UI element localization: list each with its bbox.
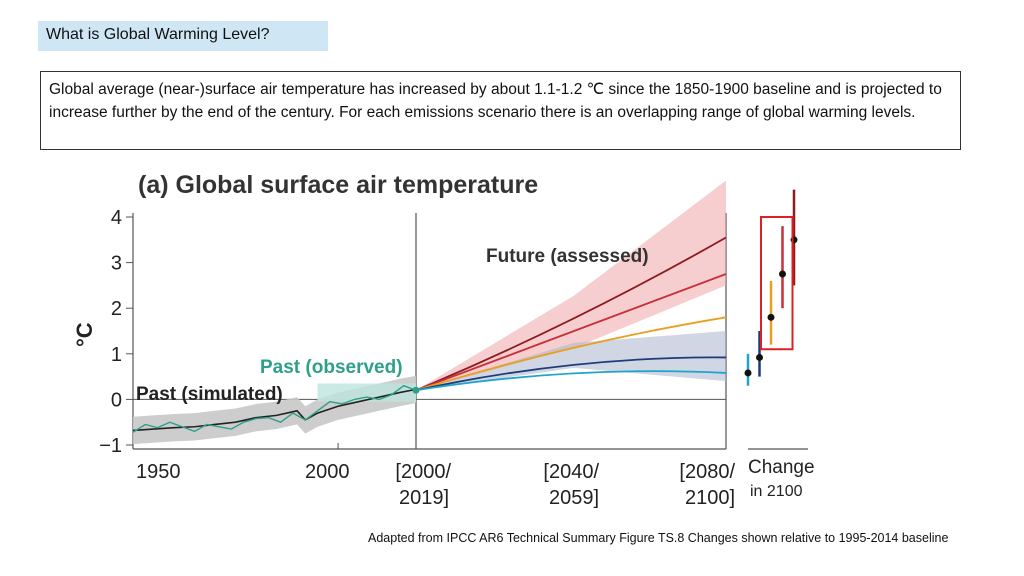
- y-tick-label: 0: [111, 389, 122, 411]
- x-label-period-1: [2000/ 2019]: [395, 461, 456, 509]
- change-2100-bars: [744, 189, 798, 386]
- baseline-point: [412, 386, 420, 394]
- x-label-period-3-a: [2080/: [679, 461, 735, 483]
- y-tick-label: 4: [111, 207, 122, 229]
- change-median-point: [744, 369, 752, 377]
- x-label-2000: 2000: [305, 461, 350, 483]
- change-median-point: [779, 270, 786, 278]
- x-label-1950: 1950: [136, 461, 181, 483]
- y-tick-label: 2: [111, 298, 122, 320]
- x-label-period-1-a: [2000/: [395, 461, 451, 483]
- x-label-change-b: in 2100: [750, 483, 803, 500]
- x-label-period-2-b: 2059]: [549, 487, 599, 509]
- source-caption: Adapted from IPCC AR6 Technical Summary …: [368, 531, 949, 545]
- y-tick-label: 1: [111, 344, 122, 366]
- y-tick-label: 3: [111, 253, 122, 275]
- scenario-line: [415, 316, 727, 392]
- change-median-point: [756, 353, 763, 361]
- y-tick-label: −1: [99, 435, 122, 457]
- past-simulated-label: Past (simulated): [136, 384, 283, 405]
- past-series: [132, 375, 417, 445]
- future-series: [412, 180, 727, 394]
- scenario-line: [415, 236, 727, 392]
- x-label-period-3-b: 2100]: [685, 487, 735, 509]
- x-label-period-1-b: 2019]: [399, 487, 449, 509]
- past-observed-line: [132, 384, 417, 433]
- change-median-point: [767, 313, 775, 321]
- intro-text: Global average (near-)surface air temper…: [40, 71, 961, 150]
- y-tick-labels: 4 3 2 1 0 −1: [99, 207, 122, 457]
- page-title: What is Global Warming Level?: [38, 21, 328, 51]
- temperature-chart: (a) Global surface air temperature °C 4 3…: [72, 171, 820, 509]
- highlight-box: [760, 216, 794, 351]
- chart-title: (a) Global surface air temperature: [138, 171, 538, 199]
- scenario-line: [415, 356, 727, 392]
- x-label-period-3: [2080/ 2100]: [679, 461, 740, 509]
- x-label-period-2: [2040/ 2059]: [543, 461, 604, 509]
- x-label-change-a: Change: [748, 457, 815, 478]
- future-label: Future (assessed): [486, 246, 649, 267]
- scenario-line: [415, 273, 727, 392]
- x-label-period-2-a: [2040/: [543, 461, 599, 483]
- scenario-line: [415, 370, 727, 392]
- observed-baseline-band: [317, 383, 416, 402]
- y-axis-label: °C: [72, 322, 97, 347]
- past-observed-label: Past (observed): [260, 357, 403, 378]
- x-label-change: Change in 2100: [748, 457, 820, 500]
